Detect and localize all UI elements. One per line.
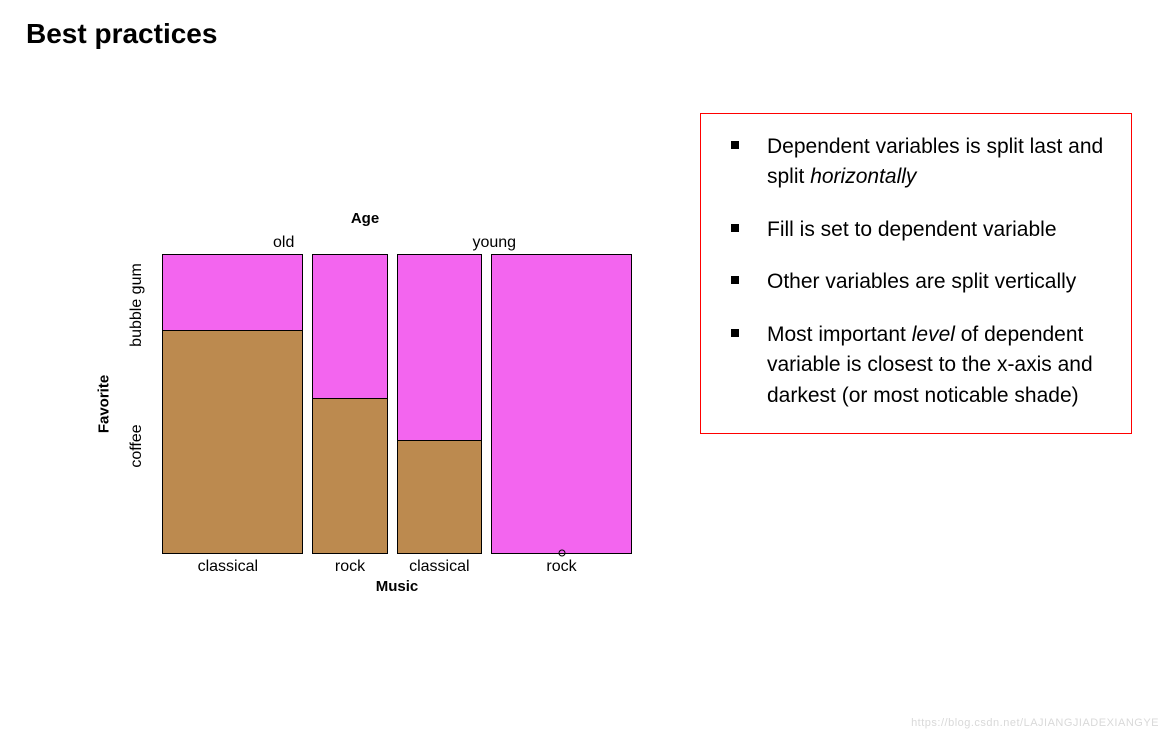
- segment-coffee: [163, 330, 302, 554]
- segment-bubble-gum: [313, 255, 386, 398]
- mosaic-column: [312, 254, 387, 554]
- segment-bubble-gum: [163, 255, 302, 330]
- bottom-axis-title: Music: [162, 578, 632, 595]
- plot-area: [162, 254, 632, 554]
- bottom-axis-label: classical: [198, 558, 258, 576]
- zero-marker-icon: [558, 550, 565, 557]
- y-axis-title: Favorite: [94, 254, 114, 554]
- watermark: https://blog.csdn.net/LAJIANGJIADEXIANGY…: [911, 717, 1159, 729]
- mosaic-column: [162, 254, 303, 554]
- segment-coffee: [313, 398, 386, 553]
- page-title: Best practices: [26, 18, 1163, 50]
- info-item: Most important level of dependent variab…: [725, 320, 1107, 411]
- y-axis-label: bubble gum: [128, 263, 146, 347]
- segment-bubble-gum: [492, 255, 631, 553]
- info-item: Other variables are split vertically: [725, 267, 1107, 297]
- top-axis-labels: old young: [162, 234, 630, 254]
- segment-bubble-gum: [398, 255, 481, 440]
- top-axis-label: young: [472, 234, 516, 252]
- info-item: Dependent variables is split last and sp…: [725, 132, 1107, 193]
- bottom-axis-label: classical: [409, 558, 469, 576]
- bottom-axis-label: rock: [335, 558, 365, 576]
- bottom-axis-label: rock: [546, 558, 576, 576]
- top-axis-label: old: [273, 234, 294, 252]
- mosaic-column: [491, 254, 632, 554]
- mosaic-chart: Age oldyoung Favorite coffeebubble gum c…: [100, 178, 630, 628]
- info-box: Dependent variables is split last and sp…: [700, 113, 1132, 434]
- mosaic-column: [397, 254, 482, 554]
- info-item: Fill is set to dependent variable: [725, 215, 1107, 245]
- y-axis-label: coffee: [128, 424, 146, 467]
- bottom-axis-labels: classical rock classical rock: [162, 558, 632, 578]
- y-axis-labels: coffee bubble gum: [122, 254, 152, 554]
- top-axis-title: Age: [100, 210, 630, 227]
- segment-coffee: [398, 440, 481, 553]
